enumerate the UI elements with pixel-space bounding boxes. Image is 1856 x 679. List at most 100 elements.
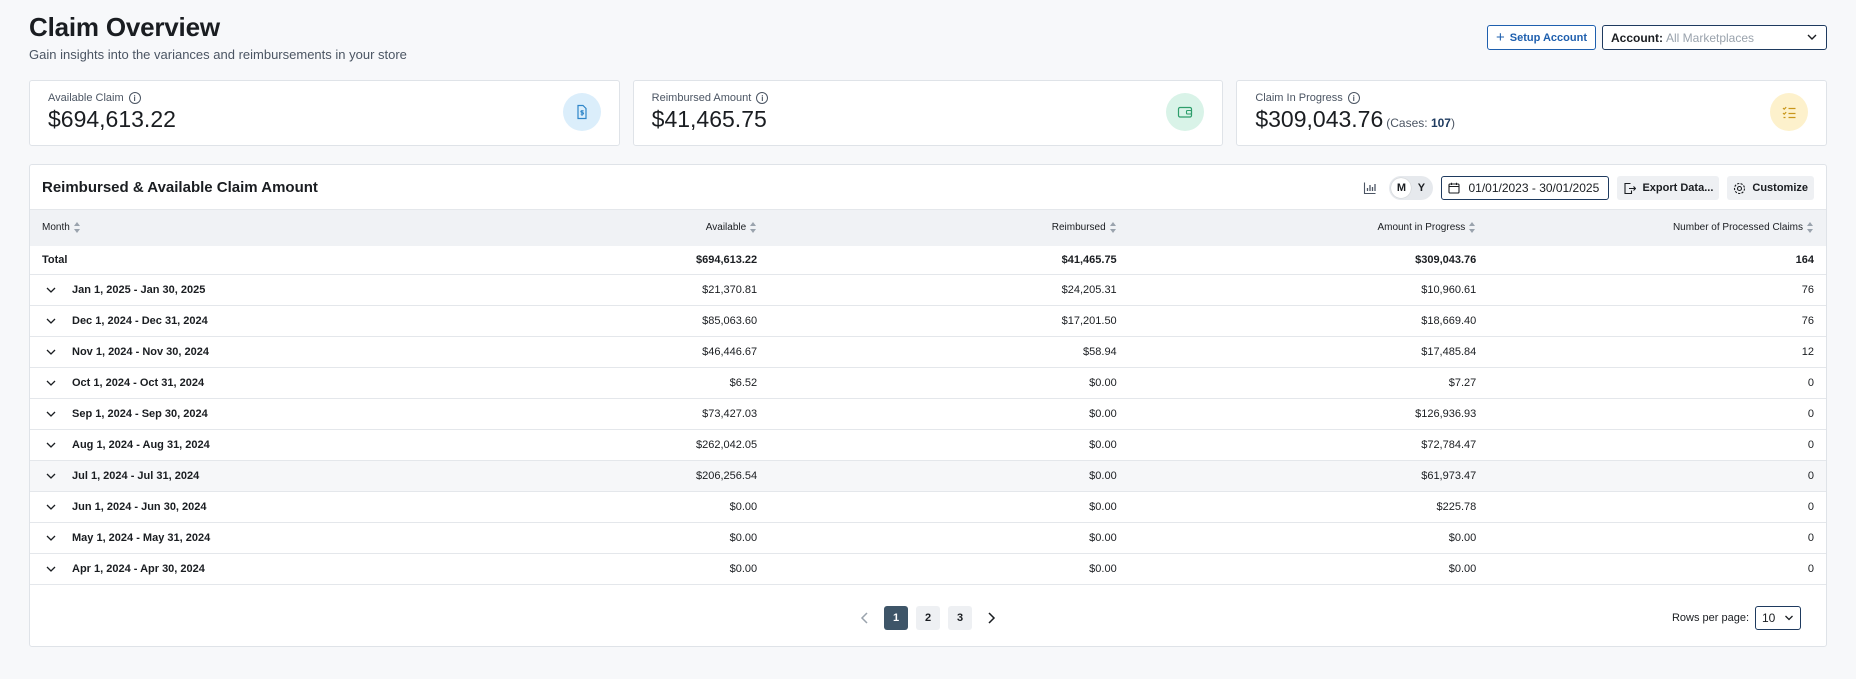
column-header-reimbursed[interactable]: Reimbursed [769, 210, 1129, 246]
expand-chevron-icon[interactable] [46, 533, 56, 543]
info-icon[interactable]: i [1347, 92, 1360, 104]
claims-cell: 0 [1488, 460, 1826, 492]
export-icon [1624, 182, 1637, 194]
account-select-label: Account: [1611, 30, 1663, 45]
available-cell: $85,063.60 [449, 305, 770, 337]
setup-account-label: Setup Account [1509, 31, 1587, 44]
claims-cell: 0 [1488, 429, 1826, 461]
card-value: $694,613.22 [48, 106, 176, 132]
claims-cell: 0 [1488, 367, 1826, 399]
expand-chevron-icon[interactable] [46, 378, 56, 388]
claims-cell: 0 [1488, 522, 1826, 554]
table-row[interactable]: Apr 1, 2024 - Apr 30, 2024 $0.00 $0.00 $0.0… [30, 553, 1826, 585]
column-header-processed-claims[interactable]: Number of Processed Claims [1488, 210, 1826, 246]
expand-chevron-icon[interactable] [46, 409, 56, 419]
card-value: $41,465.75 [651, 106, 767, 132]
account-select[interactable]: Account: All Marketplaces [1602, 25, 1827, 50]
previous-page-button[interactable] [854, 607, 876, 629]
card-label: Available Claim [48, 92, 124, 104]
rows-per-page-value: 10 [1762, 611, 1776, 625]
reimbursed-cell: $0.00 [769, 553, 1129, 585]
claims-cell: 0 [1488, 491, 1826, 523]
claims-table: Month Available Reimbursed Amount in Pro… [30, 209, 1826, 585]
reimbursed-cell: $17,201.50 [769, 305, 1129, 337]
month-label: Nov 1, 2024 - Nov 30, 2024 [72, 346, 209, 358]
table-row[interactable]: Jul 1, 2024 - Jul 31, 2024 $206,256.54 $0.… [30, 460, 1826, 492]
reimbursed-cell: $0.00 [769, 429, 1129, 461]
table-row[interactable]: Aug 1, 2024 - Aug 31, 2024 $262,042.05 $0.… [30, 429, 1826, 461]
account-select-value: All Marketplaces [1666, 30, 1755, 45]
sort-icon [750, 222, 757, 234]
available-cell: $262,042.05 [449, 429, 770, 461]
month-label: May 1, 2024 - May 31, 2024 [72, 532, 211, 544]
chevron-down-icon [1785, 615, 1793, 621]
customize-label: Customize [1752, 182, 1808, 194]
toggle-year[interactable]: Y [1417, 182, 1426, 194]
table-row[interactable]: May 1, 2024 - May 31, 2024 $0.00 $0.00 $0.0… [30, 522, 1826, 554]
chart-view-icon[interactable] [1359, 177, 1381, 199]
export-data-label: Export Data... [1642, 182, 1714, 194]
reimbursed-cell: $0.00 [769, 398, 1129, 430]
month-cell: Apr 1, 2024 - Apr 30, 2024 [30, 553, 450, 585]
expand-chevron-icon[interactable] [46, 502, 56, 512]
in-progress-cell: $0.00 [1128, 522, 1489, 554]
reimbursed-cell: $0.00 [769, 460, 1129, 492]
info-icon[interactable]: i [756, 92, 769, 104]
claims-cell: 0 [1488, 398, 1826, 430]
claims-table-panel: Reimbursed & Available Claim Amount M Y … [29, 164, 1827, 647]
card-value: $309,043.76 [1255, 106, 1384, 132]
page-title: Claim Overview [29, 12, 220, 42]
table-row[interactable]: Dec 1, 2024 - Dec 31, 2024 $85,063.60 $17,… [30, 305, 1826, 337]
panel-header: Reimbursed & Available Claim Amount M Y … [30, 165, 1826, 209]
total-in-progress: $309,043.76 [1128, 245, 1489, 275]
claims-cell: 0 [1488, 553, 1826, 585]
table-row[interactable]: Sep 1, 2024 - Sep 30, 2024 $73,427.03 $0.0… [30, 398, 1826, 430]
top-actions: + Setup Account Account: All Marketplace… [1487, 25, 1827, 50]
column-header-month[interactable]: Month [30, 210, 450, 246]
export-data-button[interactable]: Export Data... [1617, 176, 1720, 200]
column-header-available[interactable]: Available [450, 210, 770, 246]
month-label: Oct 1, 2024 - Oct 31, 2024 [72, 377, 205, 389]
table-row[interactable]: Oct 1, 2024 - Oct 31, 2024 $6.52 $0.00 $7.2… [30, 367, 1826, 399]
month-cell: Nov 1, 2024 - Nov 30, 2024 [30, 336, 450, 368]
claims-cell: 76 [1488, 305, 1826, 337]
table-row[interactable]: Jun 1, 2024 - Jun 30, 2024 $0.00 $0.00 $225… [30, 491, 1826, 523]
next-page-button[interactable] [980, 607, 1002, 629]
available-cell: $73,427.03 [449, 398, 770, 430]
month-cell: Oct 1, 2024 - Oct 31, 2024 [30, 367, 450, 399]
customize-button[interactable]: Customize [1727, 176, 1814, 200]
expand-chevron-icon[interactable] [46, 471, 56, 481]
in-progress-cell: $72,784.47 [1128, 429, 1489, 461]
table-row[interactable]: Jan 1, 2025 - Jan 30, 2025 $21,370.81 $24,… [30, 274, 1826, 306]
rows-per-page-select[interactable]: 10 [1755, 606, 1801, 630]
info-icon[interactable]: i [128, 92, 141, 104]
checklist-icon [1770, 93, 1809, 131]
expand-chevron-icon[interactable] [46, 440, 56, 450]
toggle-month[interactable]: M [1391, 178, 1412, 198]
column-header-in-progress[interactable]: Amount in Progress [1129, 210, 1489, 246]
page-button-2[interactable]: 2 [916, 606, 940, 630]
expand-chevron-icon[interactable] [46, 316, 56, 326]
page-button-1[interactable]: 1 [884, 606, 908, 630]
sort-icon [73, 222, 81, 234]
wallet-icon [1166, 93, 1205, 131]
expand-chevron-icon[interactable] [46, 347, 56, 357]
setup-account-button[interactable]: + Setup Account [1487, 25, 1596, 50]
month-label: Sep 1, 2024 - Sep 30, 2024 [72, 408, 208, 420]
chevron-right-icon [988, 612, 996, 624]
page-header: Claim Overview Gain insights into the va… [29, 12, 407, 62]
available-cell: $46,446.67 [449, 336, 770, 368]
reimbursed-cell: $0.00 [769, 522, 1129, 554]
rows-per-page: Rows per page: 10 [1672, 606, 1801, 630]
expand-chevron-icon[interactable] [46, 285, 56, 295]
reimbursed-cell: $0.00 [769, 491, 1129, 523]
date-range-picker[interactable]: 01/01/2023 - 30/01/2025 [1441, 176, 1610, 200]
table-row[interactable]: Nov 1, 2024 - Nov 30, 2024 $46,446.67 $58.… [30, 336, 1826, 368]
panel-title: Reimbursed & Available Claim Amount [42, 178, 318, 196]
expand-chevron-icon[interactable] [46, 564, 56, 574]
total-label: Total [30, 245, 450, 275]
page-button-3[interactable]: 3 [948, 606, 972, 630]
in-progress-cell: $7.27 [1128, 367, 1489, 399]
in-progress-cell: $126,936.93 [1128, 398, 1489, 430]
sort-icon [1469, 222, 1476, 234]
